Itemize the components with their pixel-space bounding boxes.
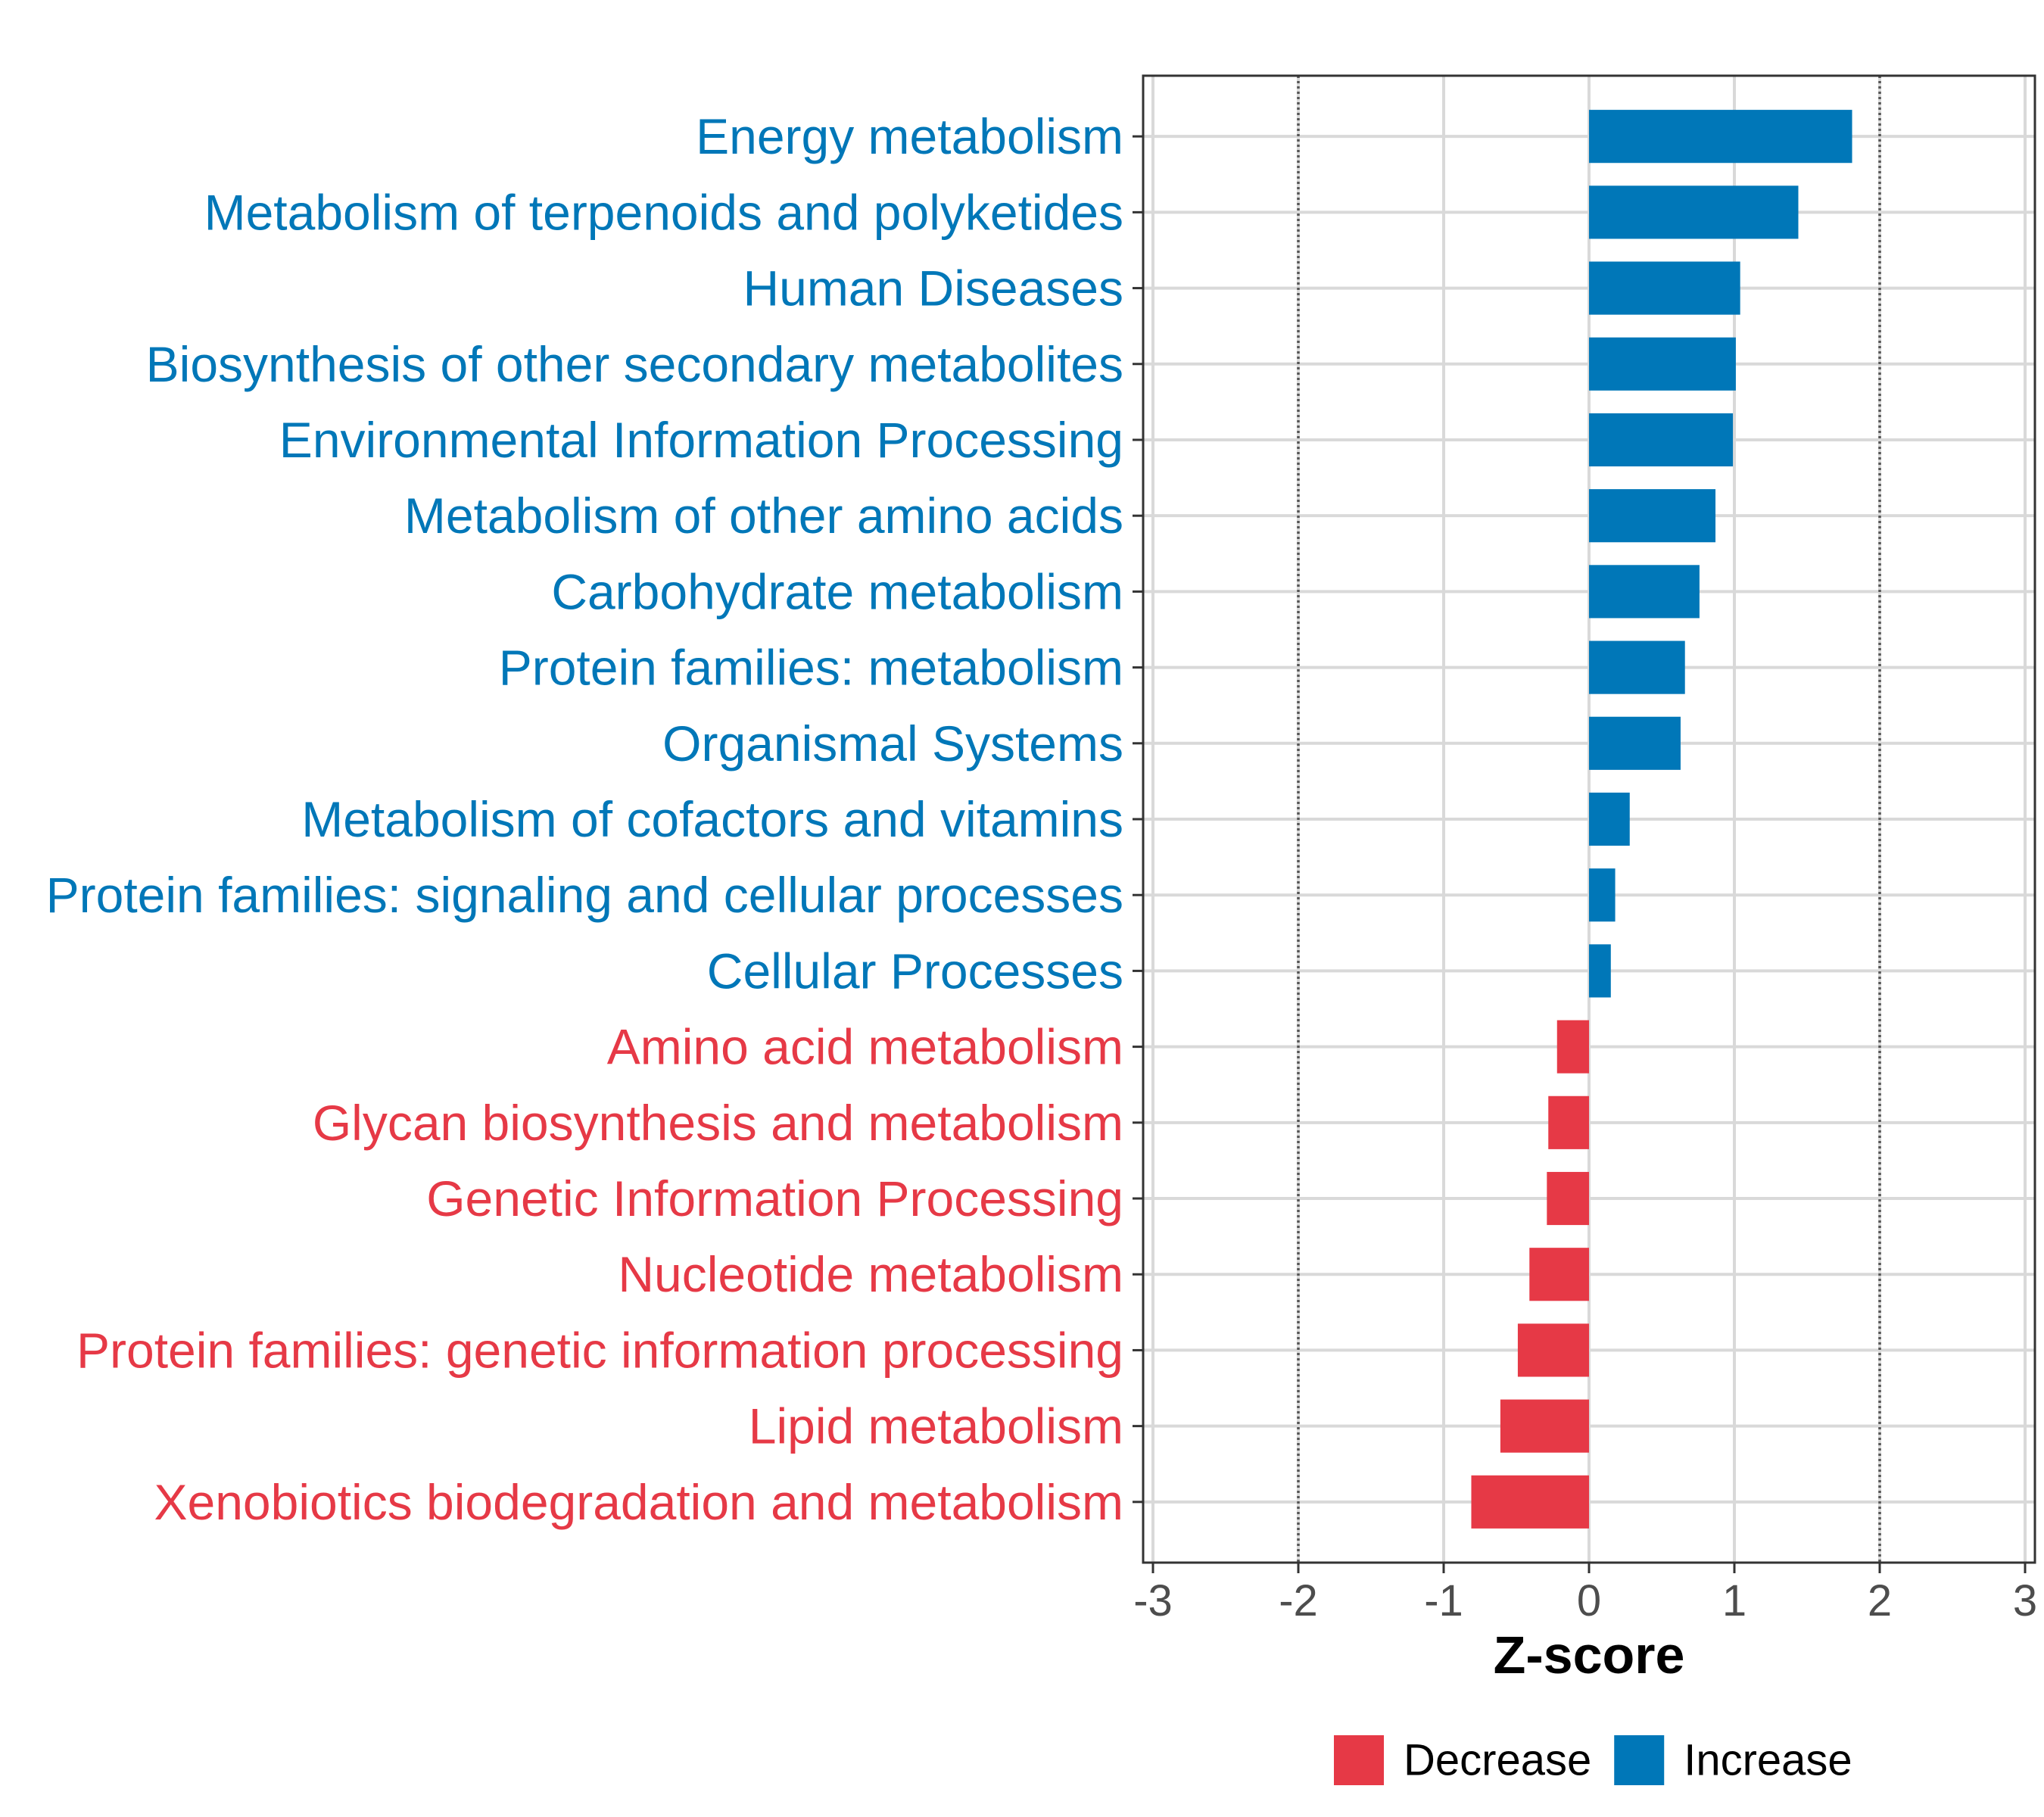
y-label-cellular-processes: Cellular Processes	[707, 943, 1123, 999]
bar-glycan-biosynthesis-and-metabolism	[1548, 1095, 1589, 1149]
x-axis-tick-labels: -3 -2 -1 0 1 2 3	[1133, 1576, 2037, 1625]
bar-metabolism-of-other-amino-acids	[1589, 489, 1716, 543]
bar-lipid-metabolism	[1500, 1399, 1589, 1453]
x-tick-label: 1	[1722, 1576, 1746, 1625]
y-label-energy-metabolism: Energy metabolism	[696, 108, 1123, 164]
bar-environmental-information-processing	[1589, 413, 1734, 467]
y-label-metabolism-of-other-amino-acids: Metabolism of other amino acids	[404, 488, 1123, 544]
legend: Decrease Increase	[1334, 1735, 1852, 1785]
bar-metabolism-of-terpenoids-and-polyketides	[1589, 185, 1799, 239]
bar-xenobiotics-biodegradation-and-metabolism	[1471, 1475, 1589, 1529]
y-axis-labels: Energy metabolism Metabolism of terpenoid…	[46, 108, 1123, 1530]
x-axis-title: Z-score	[1494, 1625, 1685, 1685]
y-label-carbohydrate-metabolism: Carbohydrate metabolism	[551, 563, 1123, 619]
bar-nucleotide-metabolism	[1529, 1248, 1589, 1301]
bar-energy-metabolism	[1589, 110, 1852, 164]
bar-protein-families-genetic-information-processing	[1517, 1323, 1589, 1377]
legend-label-decrease: Decrease	[1404, 1736, 1591, 1785]
y-label-nucleotide-metabolism: Nucleotide metabolism	[618, 1246, 1123, 1302]
x-tick-label: 3	[2013, 1576, 2037, 1625]
y-label-xenobiotics-biodegradation-and-metabolism: Xenobiotics biodegradation and metabolis…	[154, 1474, 1124, 1530]
y-label-genetic-information-processing: Genetic Information Processing	[426, 1170, 1123, 1226]
bar-human-diseases	[1589, 261, 1740, 315]
bar-amino-acid-metabolism	[1556, 1020, 1589, 1074]
y-label-amino-acid-metabolism: Amino acid metabolism	[607, 1019, 1123, 1075]
y-label-protein-families-metabolism: Protein families: metabolism	[499, 640, 1123, 696]
bar-biosynthesis-of-other-secondary-metabolites	[1589, 337, 1736, 391]
y-label-lipid-metabolism: Lipid metabolism	[749, 1398, 1123, 1454]
y-label-environmental-information-processing: Environmental Information Processing	[279, 412, 1123, 468]
bars	[1471, 110, 1852, 1529]
y-label-glycan-biosynthesis-and-metabolism: Glycan biosynthesis and metabolism	[313, 1095, 1123, 1151]
y-label-biosynthesis-of-other-secondary-metabolites: Biosynthesis of other secondary metaboli…	[146, 336, 1123, 392]
bar-cellular-processes	[1589, 944, 1611, 998]
bar-metabolism-of-cofactors-and-vitamins	[1589, 792, 1630, 846]
y-axis-ticks	[1133, 135, 1143, 1504]
x-axis-ticks	[1151, 1563, 2027, 1573]
y-label-protein-families-genetic-information-processing: Protein families: genetic information pr…	[76, 1322, 1123, 1378]
x-tick-label: -2	[1279, 1576, 1318, 1625]
bar-carbohydrate-metabolism	[1589, 565, 1700, 619]
y-label-metabolism-of-terpenoids-and-polyketides: Metabolism of terpenoids and polyketides	[204, 184, 1123, 240]
bar-organismal-systems	[1589, 716, 1681, 770]
legend-label-increase: Increase	[1684, 1736, 1852, 1785]
y-label-human-diseases: Human Diseases	[743, 260, 1123, 316]
x-tick-label: 0	[1577, 1576, 1601, 1625]
bar-protein-families-signaling-and-cellular-processes	[1589, 868, 1616, 922]
reference-lines	[1297, 76, 1881, 1563]
bar-genetic-information-processing	[1547, 1171, 1589, 1226]
y-label-metabolism-of-cofactors-and-vitamins: Metabolism of cofactors and vitamins	[301, 791, 1123, 847]
x-tick-label: -1	[1424, 1576, 1463, 1625]
y-label-protein-families-signaling-and-cellular-processes: Protein families: signaling and cellular…	[46, 867, 1123, 923]
bar-protein-families-metabolism	[1589, 640, 1685, 694]
legend-swatch-increase	[1614, 1735, 1665, 1785]
y-label-organismal-systems: Organismal Systems	[662, 715, 1123, 771]
x-tick-label: 2	[1868, 1576, 1892, 1625]
legend-swatch-decrease	[1334, 1735, 1384, 1785]
x-tick-label: -3	[1133, 1576, 1173, 1625]
